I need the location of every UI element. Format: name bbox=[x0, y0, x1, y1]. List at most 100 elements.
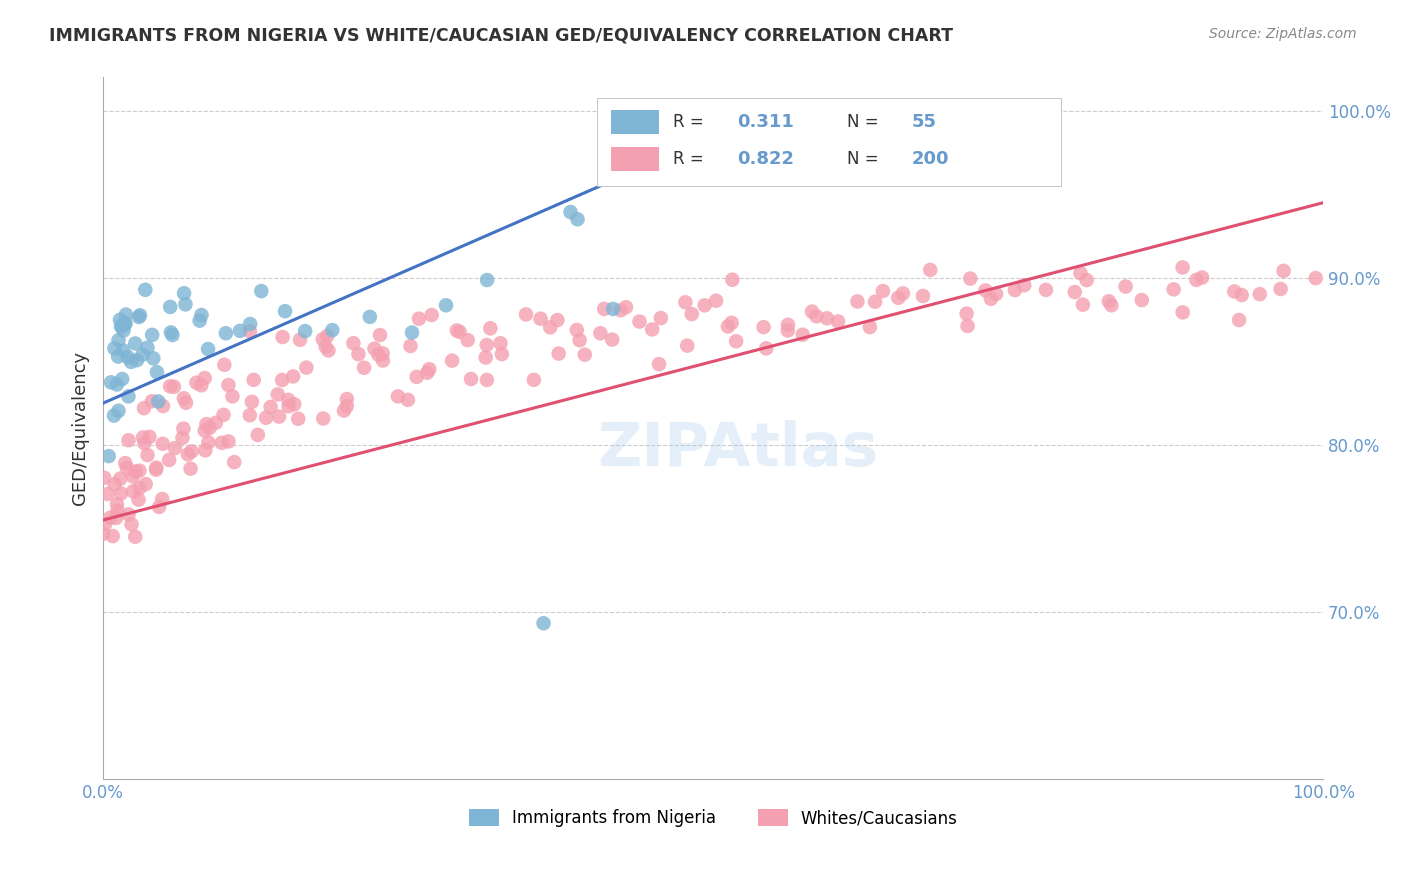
Point bbox=[479, 321, 502, 335]
Point bbox=[110, 319, 132, 334]
Y-axis label: GED/Equivalency: GED/Equivalency bbox=[72, 351, 89, 505]
Point bbox=[129, 308, 152, 322]
Point bbox=[107, 403, 129, 417]
Point bbox=[641, 322, 664, 336]
Point bbox=[120, 355, 142, 369]
Point bbox=[538, 320, 561, 334]
Point bbox=[1098, 294, 1121, 309]
Point bbox=[107, 333, 129, 347]
Point bbox=[197, 342, 219, 356]
Point bbox=[287, 411, 309, 425]
Point bbox=[134, 283, 156, 297]
Point bbox=[755, 342, 778, 356]
Point bbox=[145, 460, 167, 475]
Point bbox=[565, 323, 588, 337]
Point bbox=[1099, 298, 1122, 312]
Point bbox=[673, 295, 696, 310]
Point bbox=[145, 463, 167, 477]
Text: R =: R = bbox=[673, 113, 709, 131]
Point bbox=[277, 392, 299, 407]
Point bbox=[717, 319, 740, 334]
Point bbox=[108, 313, 131, 327]
Point bbox=[221, 389, 243, 403]
Text: IMMIGRANTS FROM NIGERIA VS WHITE/CAUCASIAN GED/EQUIVALENCY CORRELATION CHART: IMMIGRANTS FROM NIGERIA VS WHITE/CAUCASI… bbox=[49, 27, 953, 45]
Point bbox=[288, 333, 311, 347]
Point bbox=[1171, 305, 1194, 319]
Point bbox=[955, 307, 977, 321]
Point bbox=[103, 477, 125, 491]
Point bbox=[136, 448, 159, 462]
Point bbox=[887, 291, 910, 305]
Point bbox=[547, 346, 569, 360]
Point bbox=[650, 311, 672, 326]
Point bbox=[214, 358, 236, 372]
Point bbox=[128, 310, 150, 324]
Point bbox=[312, 332, 335, 346]
Point bbox=[1035, 283, 1057, 297]
Point bbox=[474, 351, 496, 365]
Point bbox=[111, 319, 134, 334]
Point bbox=[396, 392, 419, 407]
Point bbox=[115, 308, 138, 322]
Point bbox=[920, 263, 942, 277]
Point bbox=[190, 378, 212, 392]
Point bbox=[1012, 278, 1035, 293]
Point bbox=[704, 293, 727, 308]
Point bbox=[172, 431, 194, 445]
Point bbox=[1163, 282, 1185, 296]
Point bbox=[523, 373, 546, 387]
Point bbox=[475, 373, 498, 387]
Point bbox=[157, 453, 180, 467]
Point bbox=[318, 343, 340, 358]
Point bbox=[752, 320, 775, 334]
Point bbox=[405, 369, 427, 384]
Point bbox=[141, 327, 163, 342]
Point bbox=[491, 347, 513, 361]
Point bbox=[281, 369, 304, 384]
Point bbox=[128, 492, 150, 507]
Point bbox=[827, 314, 849, 328]
Point bbox=[1305, 271, 1327, 285]
Point bbox=[128, 464, 150, 478]
Point bbox=[204, 416, 226, 430]
Point bbox=[271, 330, 294, 344]
Point bbox=[959, 271, 981, 285]
Point bbox=[457, 333, 479, 347]
Point bbox=[1185, 273, 1208, 287]
Point bbox=[163, 441, 186, 455]
Point bbox=[283, 397, 305, 411]
Point bbox=[846, 294, 869, 309]
Point bbox=[212, 408, 235, 422]
Point bbox=[359, 310, 381, 324]
Point bbox=[239, 317, 262, 331]
Point bbox=[806, 310, 828, 324]
Point bbox=[1063, 285, 1085, 299]
Point bbox=[1171, 260, 1194, 275]
Point bbox=[138, 430, 160, 444]
Point bbox=[103, 409, 125, 423]
Point bbox=[416, 366, 439, 380]
Point bbox=[815, 311, 838, 326]
Point bbox=[614, 300, 637, 314]
Point bbox=[122, 484, 145, 499]
Point bbox=[198, 421, 221, 435]
Point bbox=[434, 298, 457, 312]
Point bbox=[321, 323, 343, 337]
Point bbox=[117, 434, 139, 448]
Point bbox=[363, 342, 385, 356]
Point bbox=[163, 380, 186, 394]
Point bbox=[215, 326, 238, 341]
Point bbox=[336, 399, 359, 413]
Point bbox=[628, 314, 651, 328]
Point bbox=[195, 417, 218, 431]
Point bbox=[1230, 288, 1253, 302]
Point bbox=[681, 307, 703, 321]
Point bbox=[125, 465, 148, 479]
Point bbox=[277, 399, 299, 413]
Point bbox=[218, 434, 240, 449]
Point bbox=[1272, 264, 1295, 278]
Point bbox=[648, 357, 671, 371]
Point bbox=[110, 486, 132, 500]
Point bbox=[194, 443, 217, 458]
Point bbox=[1069, 266, 1091, 280]
